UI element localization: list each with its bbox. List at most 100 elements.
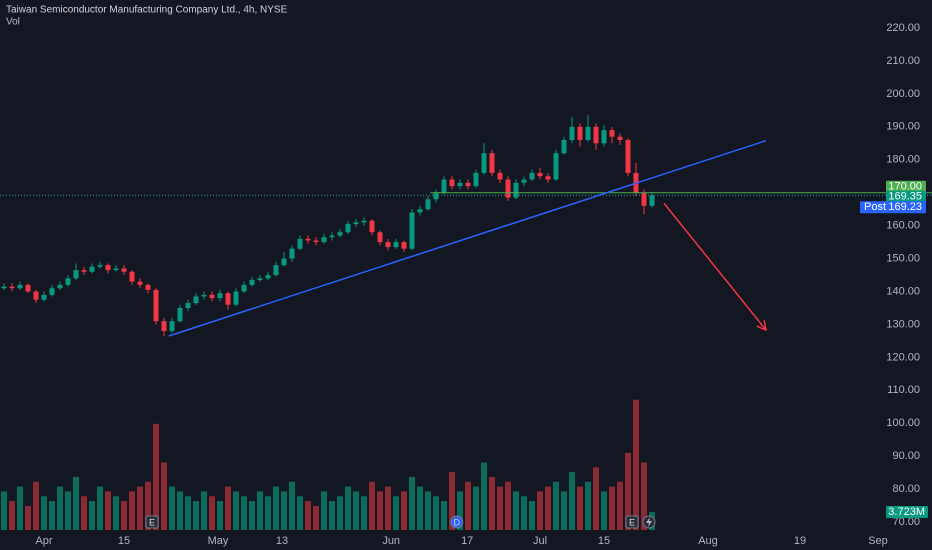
volume-bar [1, 491, 7, 530]
candle-body [313, 240, 319, 243]
candle-body [169, 321, 175, 332]
volume-bar [417, 486, 423, 530]
volume-bar [497, 486, 503, 530]
trendline [168, 139, 767, 337]
volume-bar [33, 481, 39, 530]
candle-body [465, 182, 471, 187]
volume-bar [233, 491, 239, 530]
volume-bar [441, 501, 447, 530]
volume-bar [9, 501, 15, 530]
volume-bar [273, 486, 279, 530]
volume-bar [457, 491, 463, 530]
candle-body [201, 294, 207, 297]
candle-body [137, 281, 143, 285]
volume-bar [361, 496, 367, 530]
volume-bar [553, 481, 559, 530]
volume-bar [481, 462, 487, 530]
volume-bar [641, 462, 647, 530]
candle-body [417, 209, 423, 213]
volume-bar [73, 476, 79, 530]
candle-body [361, 220, 367, 223]
arrow-head [756, 320, 767, 332]
candle-body [1, 286, 7, 289]
candle-body [385, 242, 391, 248]
volume-bar [353, 491, 359, 530]
candle-body [625, 139, 631, 173]
volume-bar [593, 467, 599, 530]
volume-bar [201, 491, 207, 530]
volume-bar [177, 491, 183, 530]
event-label: D [454, 517, 461, 527]
candle-body [561, 139, 567, 154]
volume-bar [185, 496, 191, 530]
volume-bar [241, 496, 247, 530]
post-tag: Post [864, 201, 886, 213]
volume-bar [489, 476, 495, 530]
candle-body [241, 284, 247, 292]
candle-body [537, 172, 543, 177]
volume-bar [209, 496, 215, 530]
volume-bar [633, 399, 639, 530]
volume-bar [585, 481, 591, 530]
candle-body [521, 179, 527, 183]
volume-bar [281, 491, 287, 530]
candle-body [425, 199, 431, 210]
volume-bar [65, 491, 71, 530]
candle-body [329, 235, 335, 238]
volume-bar [113, 496, 119, 530]
y-tick-label: 80.00 [892, 483, 920, 495]
line-price-label-bg [886, 180, 926, 193]
volume-bar [41, 496, 47, 530]
volume-bar [449, 472, 455, 530]
candle-body [33, 291, 39, 300]
volume-bar [81, 496, 87, 530]
chart-subtitle: Vol [6, 17, 20, 28]
candle-body [441, 179, 447, 193]
candle-body [345, 223, 351, 233]
y-tick-label: 150.00 [886, 252, 920, 264]
candle-body [49, 288, 55, 295]
candle-body [433, 192, 439, 200]
candle-body [297, 238, 303, 249]
candle-body [529, 172, 535, 180]
candle-body [265, 275, 271, 279]
candle-body [97, 265, 103, 267]
volume-bar [465, 481, 471, 530]
volume-bar [377, 491, 383, 530]
candle-body [601, 130, 607, 144]
close-price-label-bg [886, 190, 926, 203]
candle-body [177, 307, 183, 322]
y-tick-label: 130.00 [886, 318, 920, 330]
candle-body [233, 291, 239, 305]
volume-bar [153, 423, 159, 530]
plot: EDE220.00210.00200.00190.00180.00170.001… [0, 22, 932, 547]
event-marker: E [625, 515, 639, 529]
event-badge [145, 515, 159, 529]
volume-bar [601, 491, 607, 530]
x-tick-label: May [208, 535, 229, 547]
close-price-label: 169.35 [888, 191, 922, 203]
candle-body [273, 265, 279, 276]
volume-bar [217, 501, 223, 530]
x-tick-label: 17 [461, 535, 473, 547]
candle-body [193, 296, 199, 304]
volume-bar [345, 486, 351, 530]
x-tick-label: Jul [533, 535, 547, 547]
candle-body [545, 176, 551, 180]
volume-bar [97, 486, 103, 530]
candle-body [593, 126, 599, 144]
candle-body [617, 136, 623, 140]
volume-bar [521, 496, 527, 530]
candle-body [185, 303, 191, 308]
candle-body [25, 284, 31, 292]
y-tick-label: 100.00 [886, 417, 920, 429]
volume-bar [577, 486, 583, 530]
candle-body [57, 284, 63, 289]
volume-bar [337, 496, 343, 530]
chart-title: Taiwan Semiconductor Manufacturing Compa… [6, 5, 288, 16]
volume-label: 3.723M [888, 506, 925, 518]
event-badge [450, 515, 464, 529]
candle-body [41, 294, 47, 300]
candle-body [649, 195, 655, 206]
